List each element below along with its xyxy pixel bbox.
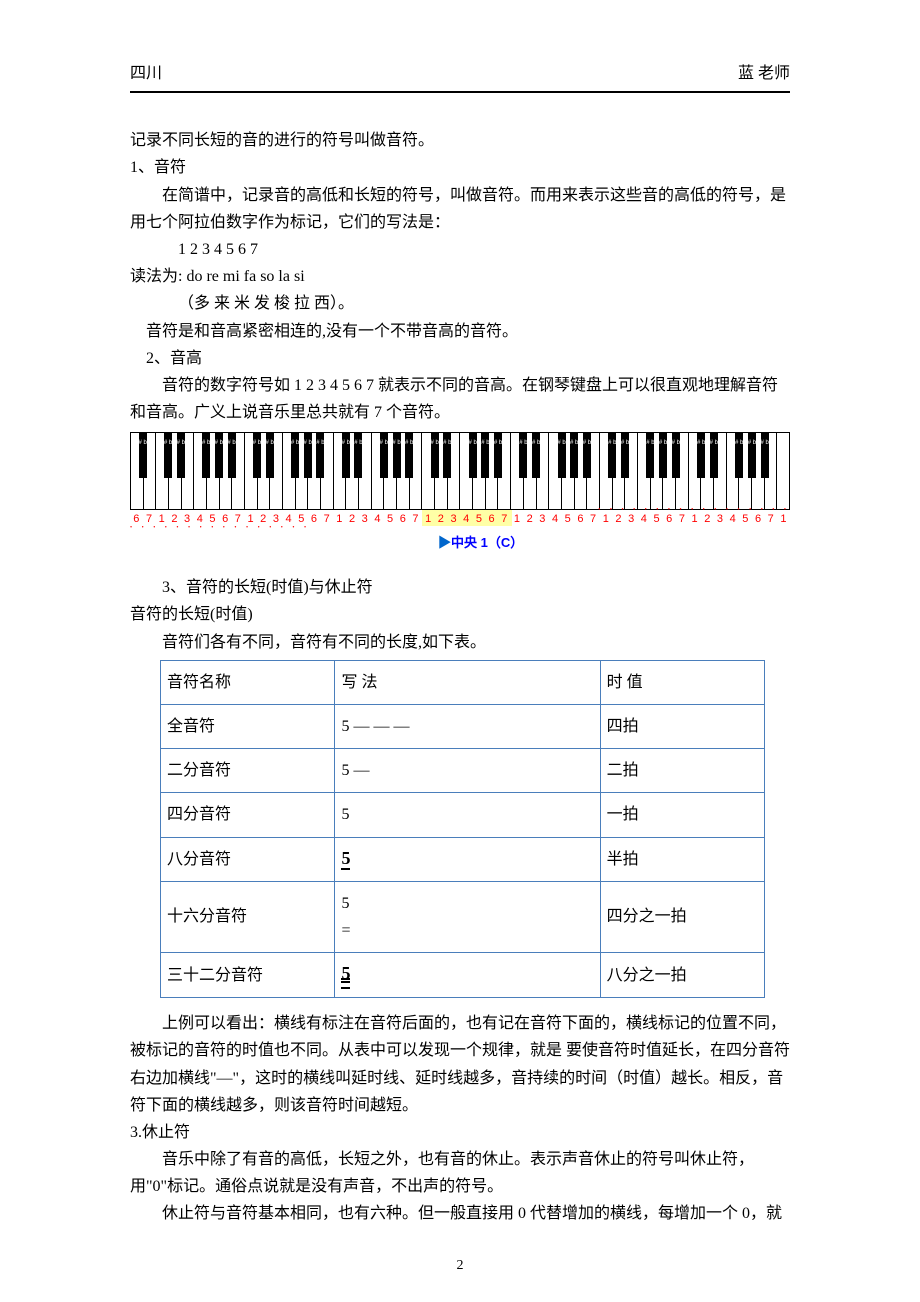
sec3-title: 3、音符的长短(时值)与休止符 <box>130 574 790 601</box>
table-header: 时 值 <box>600 660 764 704</box>
table-row: 全音符 5 — — — 四拍 <box>161 705 765 749</box>
sec1-p1b: 音符是和音高紧密相连的,没有一个不带音高的音符。 <box>130 318 790 345</box>
table-row: 二分音符 5 — 二拍 <box>161 749 765 793</box>
page-number: 2 <box>0 1254 920 1278</box>
table-header: 写 法 <box>335 660 600 704</box>
sec2-title: 2、音高 <box>130 345 790 372</box>
sec1-p1: 在简谱中，记录音的高低和长短的符号，叫做音符。而用来表示这些音的高低的符号，是用… <box>130 182 790 236</box>
rest-p2: 休止符与音符基本相同，也有六种。但一般直接用 0 代替增加的横线，每增加一个 0… <box>130 1200 790 1227</box>
sec2-p: 音符的数字符号如 1 2 3 4 5 6 7 就表示不同的音高。在钢琴键盘上可以… <box>130 372 790 426</box>
rest-title: 3.休止符 <box>130 1119 790 1146</box>
table-header: 音符名称 <box>161 660 335 704</box>
intro-line: 记录不同长短的音的进行的符号叫做音符。 <box>130 127 790 154</box>
note-duration-table: 音符名称 写 法 时 值 全音符 5 — — — 四拍 二分音符 5 — 二拍 … <box>160 660 765 998</box>
sec3-lead: 音符们各有不同，音符有不同的长度,如下表。 <box>130 629 790 656</box>
table-row: 八分音符 5 半拍 <box>161 837 765 881</box>
rest-p1: 音乐中除了有音的高低，长短之外，也有音的休止。表示声音休止的符号叫休止符，用"0… <box>130 1146 790 1200</box>
after-table-p1: 上例可以看出：横线有标注在音符后面的，也有记在音符下面的，横线标记的位置不同，被… <box>130 1010 790 1119</box>
eighth-note-icon: 5 <box>341 849 350 870</box>
sec1-title: 1、音符 <box>130 154 790 181</box>
sec1-read: 读法为: do re mi fa so la si <box>130 263 790 290</box>
table-row: 四分音符 5 一拍 <box>161 793 765 837</box>
table-header-row: 音符名称 写 法 时 值 <box>161 660 765 704</box>
header-left: 四川 <box>130 60 162 87</box>
arrow-icon: ▶ <box>438 535 451 550</box>
piano-keyboard-diagram: # b# b# b# b# b# b# b# b# b# b# b# b# b#… <box>130 432 790 552</box>
thirtysecond-note-icon: 5 <box>341 964 350 989</box>
keyboard-center-label: ▶中央 1（C） <box>438 532 523 554</box>
header-right: 蓝 老师 <box>738 60 790 87</box>
sec1-nums: 1 2 3 4 5 6 7 <box>130 236 790 263</box>
table-row: 十六分音符 5= 四分之一拍 <box>161 881 765 952</box>
sec1-read-cn: （多 来 米 发 梭 拉 西）。 <box>130 290 790 317</box>
sec3-sub: 音符的长短(时值) <box>130 601 790 628</box>
table-row: 三十二分音符 5 八分之一拍 <box>161 953 765 998</box>
